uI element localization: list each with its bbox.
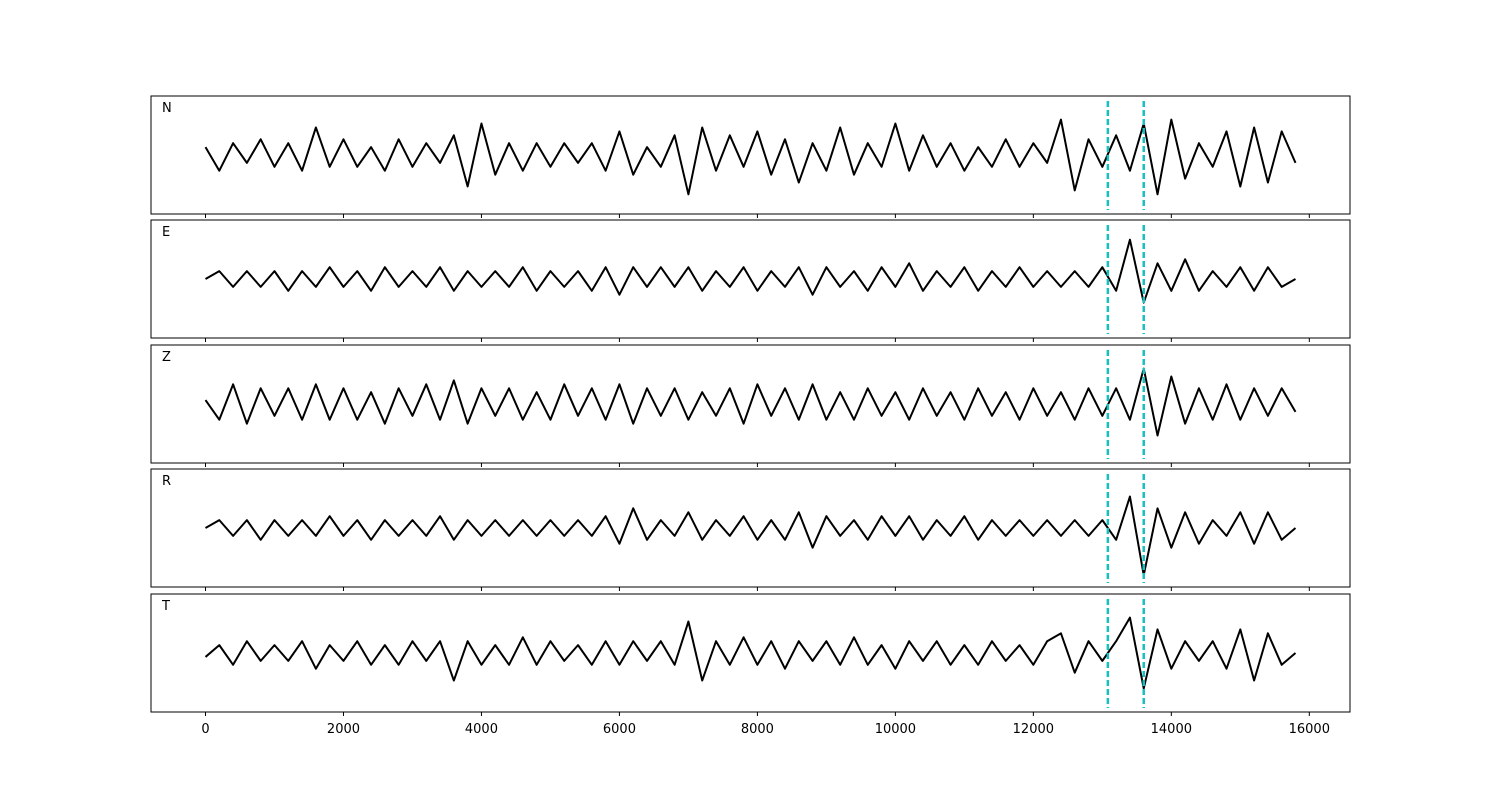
x-tick-label: 12000	[1013, 722, 1054, 737]
trace	[204, 367, 1297, 437]
panel-frame	[150, 468, 1351, 588]
x-tick-label: 0	[201, 722, 209, 737]
x-tick-label: 16000	[1289, 722, 1330, 737]
trace	[204, 616, 1297, 690]
trace	[205, 238, 1296, 304]
trace	[204, 118, 1297, 196]
channel-label: Z	[162, 350, 171, 365]
panel-frame	[150, 344, 1351, 464]
x-tick-label: 2000	[327, 722, 360, 737]
x-tick-label: 4000	[465, 722, 498, 737]
trace	[205, 495, 1297, 577]
x-tick-label: 10000	[875, 722, 916, 737]
x-tick-label: 8000	[741, 722, 774, 737]
channel-label: T	[161, 599, 170, 614]
channel-label: E	[162, 225, 170, 240]
panel-frame	[150, 593, 1351, 713]
x-tick-label: 14000	[1151, 722, 1192, 737]
x-tick-label: 6000	[603, 722, 636, 737]
channel-label: R	[162, 474, 171, 489]
channel-label: N	[162, 101, 172, 116]
panel-frame	[150, 95, 1351, 215]
panel-frame	[150, 219, 1351, 339]
